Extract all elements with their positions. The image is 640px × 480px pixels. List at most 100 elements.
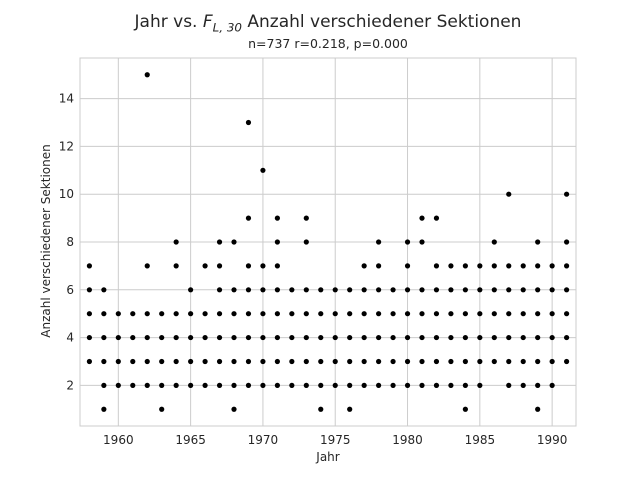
y-tick-labels: 2 4 6 8 10 12 14	[59, 92, 74, 393]
data-point	[274, 215, 280, 221]
data-point	[101, 287, 107, 293]
data-point	[274, 358, 280, 365]
data-point	[231, 358, 237, 365]
data-point	[260, 358, 266, 365]
y-tick-label: 2	[66, 378, 74, 392]
data-point	[491, 239, 497, 245]
data-point	[216, 334, 223, 341]
x-axis-label: Jahr	[316, 450, 340, 464]
data-point	[144, 72, 150, 78]
data-point	[245, 263, 252, 269]
data-point	[361, 311, 367, 317]
data-point	[86, 287, 92, 293]
data-point	[564, 334, 570, 341]
data-point	[462, 287, 468, 293]
data-point	[535, 239, 541, 245]
data-point	[260, 287, 266, 293]
data-point	[520, 263, 526, 269]
data-point	[274, 311, 280, 317]
data-point	[101, 358, 107, 365]
data-point	[404, 358, 411, 365]
data-point	[303, 382, 309, 388]
y-axis-label: Anzahl verschiedener Sektionen	[39, 144, 53, 338]
data-point	[101, 334, 107, 341]
data-point	[477, 287, 483, 293]
data-point	[115, 311, 121, 317]
data-point	[419, 287, 425, 293]
x-tick-label: 1980	[392, 433, 423, 447]
data-point	[173, 311, 179, 317]
grid-layer	[80, 58, 576, 426]
data-point	[477, 311, 483, 317]
data-point	[390, 358, 396, 365]
data-point	[419, 215, 425, 221]
data-point	[274, 239, 280, 245]
data-point	[260, 311, 266, 317]
data-point	[564, 287, 570, 293]
x-tick-label: 1975	[320, 433, 351, 447]
data-point	[535, 263, 541, 269]
y-tick-label: 8	[66, 235, 74, 249]
data-point	[289, 358, 295, 365]
data-point	[520, 287, 526, 293]
data-point	[101, 406, 107, 412]
data-point	[274, 263, 280, 269]
data-point	[260, 334, 266, 341]
x-tick-label: 1985	[465, 433, 496, 447]
data-point	[491, 287, 497, 293]
data-point	[86, 263, 92, 269]
data-point	[535, 358, 541, 365]
data-point	[433, 263, 440, 269]
data-point	[419, 334, 425, 341]
data-point	[130, 311, 136, 317]
data-point	[318, 334, 324, 341]
data-point	[245, 287, 252, 293]
data-point	[477, 334, 483, 341]
title-suffix: Anzahl verschiedener Sektionen	[241, 12, 522, 32]
data-point	[462, 263, 468, 269]
data-point	[231, 382, 237, 388]
data-point	[303, 215, 309, 221]
data-point	[318, 287, 324, 293]
data-point	[202, 334, 208, 341]
data-point	[477, 358, 483, 365]
data-point	[303, 358, 309, 365]
data-point	[535, 287, 541, 293]
data-point	[390, 334, 396, 341]
y-tick-label: 10	[59, 187, 74, 201]
data-point	[245, 334, 252, 341]
data-point	[144, 263, 150, 269]
data-point	[332, 334, 338, 341]
x-tick-label: 1970	[248, 433, 279, 447]
data-point	[361, 358, 367, 365]
data-point	[419, 382, 425, 388]
data-point	[404, 382, 411, 388]
data-point	[535, 406, 541, 412]
data-point	[188, 382, 194, 388]
data-point	[318, 311, 324, 317]
data-point	[535, 382, 541, 388]
data-point	[332, 358, 338, 365]
data-point	[520, 358, 526, 365]
data-point	[216, 358, 223, 365]
data-point	[433, 334, 440, 341]
data-point	[376, 263, 382, 269]
data-point	[231, 406, 237, 412]
data-point	[115, 334, 121, 341]
data-point	[216, 311, 223, 317]
data-point	[245, 358, 252, 365]
data-point	[130, 334, 136, 341]
data-point	[159, 311, 165, 317]
data-point	[564, 263, 570, 269]
data-point	[390, 382, 396, 388]
data-point	[159, 406, 165, 412]
data-point	[564, 191, 570, 197]
data-point	[86, 358, 92, 365]
data-point	[390, 311, 396, 317]
data-point	[303, 334, 309, 341]
data-point	[159, 358, 165, 365]
data-point	[144, 311, 150, 317]
data-point	[231, 334, 237, 341]
data-point	[361, 287, 367, 293]
data-point	[231, 311, 237, 317]
